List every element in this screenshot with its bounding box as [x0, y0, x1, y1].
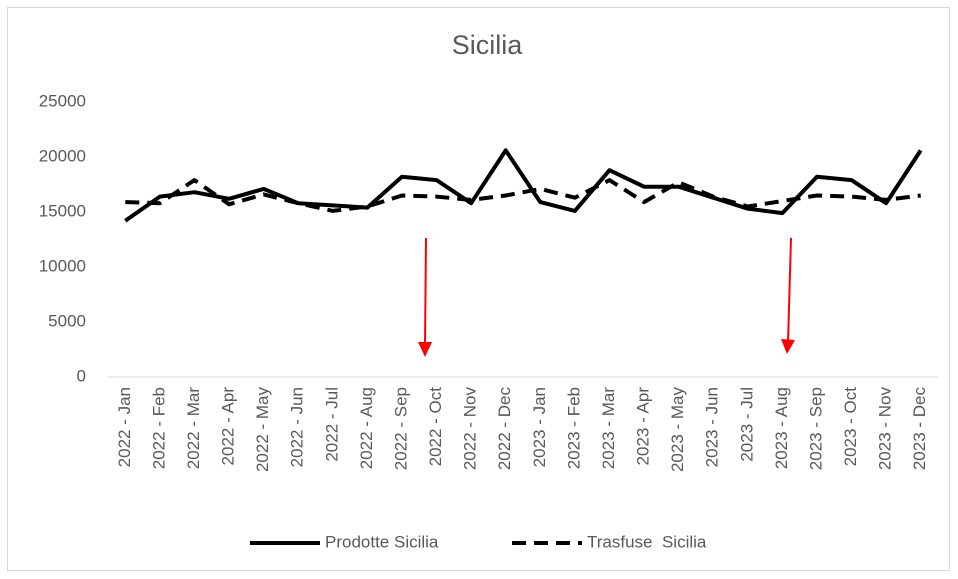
chart-border: [7, 7, 950, 571]
annotation-arrows: [418, 237, 795, 357]
x-tick-label: 2022 - Sep: [391, 387, 410, 470]
y-tick-label: 10000: [39, 256, 86, 275]
x-tick-label: 2023 - Nov: [876, 387, 895, 471]
x-tick-label: 2023 - May: [668, 387, 687, 473]
x-tick-label: 2022 - May: [253, 387, 272, 473]
y-tick-label: 15000: [39, 201, 86, 220]
y-tick-label: 25000: [39, 91, 86, 110]
x-tick-label: 2023 - Mar: [599, 387, 618, 470]
x-tick-label: 2023 - Aug: [772, 387, 791, 469]
x-tick-label: 2023 - Sep: [806, 387, 825, 470]
y-tick-label: 5000: [48, 311, 86, 330]
chart-title: Sicilia: [452, 30, 524, 60]
x-tick-label: 2023 - Apr: [634, 387, 653, 466]
x-tick-label: 2022 - Jun: [288, 387, 307, 467]
arrow-head: [781, 339, 795, 354]
x-tick-label: 2023 - Jan: [530, 387, 549, 467]
y-tick-label: 0: [77, 366, 86, 385]
arrow: [424, 237, 427, 346]
line-series: [124, 148, 923, 223]
legend-label: Trasfuse Sicilia: [587, 532, 707, 551]
legend-label: Prodotte Sicilia: [325, 532, 439, 551]
arrow-head: [418, 342, 432, 357]
x-tick-label: 2022 - Jan: [115, 387, 134, 467]
x-tick-label: 2022 - Nov: [461, 387, 480, 471]
y-tick-label: 20000: [39, 146, 86, 165]
x-tick-label: 2022 - Mar: [184, 387, 203, 470]
x-tick-label: 2023 - Feb: [564, 387, 583, 469]
x-tick-label: 2023 - Dec: [910, 387, 929, 471]
x-tick-label: 2023 - Jun: [703, 387, 722, 467]
x-tick-label: 2022 - Jul: [322, 387, 341, 462]
line-series: [125, 178, 921, 213]
arrow: [787, 237, 792, 343]
x-tick-label: 2022 - Aug: [357, 387, 376, 469]
x-tick-label: 2022 - Dec: [495, 387, 514, 471]
x-tick-label: 2022 - Oct: [426, 387, 445, 467]
x-tick-label: 2022 - Apr: [219, 387, 238, 466]
x-tick-label: 2023 - Jul: [737, 387, 756, 462]
x-tick-label: 2022 - Feb: [149, 387, 168, 469]
x-tick-label: 2023 - Oct: [841, 387, 860, 467]
